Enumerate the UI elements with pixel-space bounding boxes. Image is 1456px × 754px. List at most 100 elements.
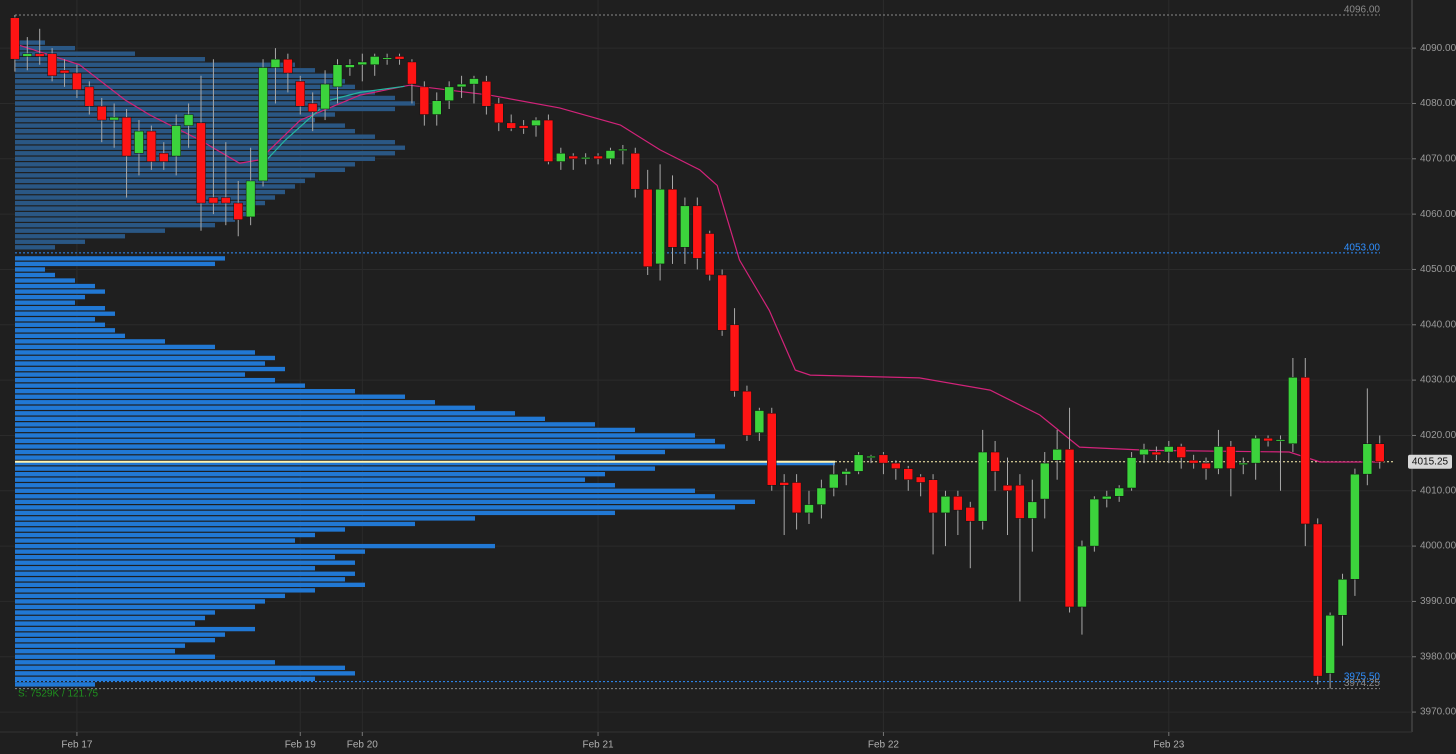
profile-bar xyxy=(15,51,135,56)
profile-bar xyxy=(15,40,45,45)
candle-body xyxy=(531,119,541,126)
profile-bar xyxy=(15,510,615,516)
profile-bar xyxy=(15,366,285,372)
candle-body xyxy=(642,188,653,267)
y-tick-label: 4090.00 xyxy=(1420,43,1456,54)
candle-body xyxy=(159,153,169,162)
profile-bar xyxy=(15,311,115,316)
profile-bar xyxy=(15,621,195,626)
profile-bar xyxy=(15,610,215,615)
candle-body xyxy=(357,61,368,65)
candle-body xyxy=(258,67,268,182)
candle-body xyxy=(729,324,740,392)
candle-body xyxy=(990,451,1000,472)
y-tick-label: 4040.00 xyxy=(1420,319,1456,330)
profile-bar xyxy=(15,676,315,682)
profile-bar xyxy=(15,167,345,173)
candle-body xyxy=(878,454,889,464)
candle-body xyxy=(307,103,318,113)
y-tick-label: 4080.00 xyxy=(1420,98,1456,109)
profile-bar xyxy=(15,632,225,637)
candle-body xyxy=(1201,462,1211,469)
profile-bar xyxy=(15,45,75,51)
candle-body xyxy=(109,117,119,121)
profile-bar xyxy=(15,84,355,90)
profile-bar xyxy=(15,73,335,78)
candle-body xyxy=(332,64,343,88)
candle-body xyxy=(208,197,219,204)
candle-body xyxy=(1288,377,1298,444)
candle-body xyxy=(915,476,926,483)
profile-bar xyxy=(15,328,115,333)
profile-bar xyxy=(15,283,95,289)
candle-body xyxy=(1151,451,1162,456)
profile-bar xyxy=(15,389,355,394)
candle-body xyxy=(1015,484,1025,519)
profile-bar xyxy=(15,145,405,150)
candle-body xyxy=(1250,437,1261,464)
candle-body xyxy=(1176,446,1186,458)
candle-body xyxy=(22,53,33,57)
profile-bar xyxy=(15,211,255,217)
profile-bar xyxy=(15,294,85,300)
profile-bar xyxy=(15,228,165,233)
candle-body xyxy=(394,56,405,60)
profile-bar xyxy=(15,350,255,355)
profile-bar xyxy=(15,372,245,377)
profile-bar xyxy=(15,682,95,687)
candle-body xyxy=(134,130,144,154)
y-tick-label: 4000.00 xyxy=(1420,541,1456,552)
candle-body xyxy=(928,479,938,514)
candle-body xyxy=(903,468,913,480)
candle-body xyxy=(47,53,57,77)
profile-bar xyxy=(15,626,255,632)
profile-bar xyxy=(15,560,355,565)
candle-body xyxy=(196,122,206,204)
last-price-badge xyxy=(1408,454,1452,469)
candle-body xyxy=(481,81,492,107)
profile-bar xyxy=(15,128,355,134)
profile-bar xyxy=(15,566,315,571)
candles xyxy=(10,14,1385,689)
candle-body xyxy=(245,180,256,218)
price-level-label: 4053.00 xyxy=(1344,242,1381,253)
moving-averages xyxy=(19,44,1380,463)
candle-body xyxy=(10,17,20,60)
profile-bar xyxy=(15,101,415,106)
profile-bar xyxy=(15,223,215,228)
candle-body xyxy=(59,70,70,74)
candle-body xyxy=(295,81,306,107)
profile-bar xyxy=(15,554,335,560)
profile-bar xyxy=(15,162,355,167)
candle-body xyxy=(605,150,616,160)
profile-bar xyxy=(15,245,55,250)
candle-body xyxy=(1114,487,1124,497)
profile-bar xyxy=(15,339,165,344)
candle-body xyxy=(320,83,330,110)
profile-bar xyxy=(15,256,225,261)
x-tick-label: Feb 21 xyxy=(582,740,614,751)
profile-bar xyxy=(15,422,595,427)
candle-body xyxy=(96,105,107,121)
candle-body xyxy=(518,125,529,129)
candle-body xyxy=(283,58,293,74)
profile-bar xyxy=(15,306,105,311)
candle-body xyxy=(1263,437,1273,442)
profile-bar xyxy=(15,577,345,582)
candle-body xyxy=(1064,449,1075,608)
profile-bar xyxy=(15,455,615,460)
candle-body xyxy=(1188,460,1199,464)
profile-bar xyxy=(15,649,175,654)
candle-body xyxy=(667,188,678,248)
profile-bar xyxy=(15,582,365,587)
profile-bar xyxy=(15,643,185,648)
candle-body xyxy=(1126,457,1137,489)
profile-bar xyxy=(15,95,395,101)
y-tick-label: 4010.00 xyxy=(1420,485,1456,496)
last-price-label: 4015.25 xyxy=(1412,456,1449,467)
profile-bar xyxy=(15,494,715,499)
profile-bar xyxy=(15,405,475,410)
candle-body xyxy=(444,86,454,101)
profile-bar xyxy=(15,300,75,305)
